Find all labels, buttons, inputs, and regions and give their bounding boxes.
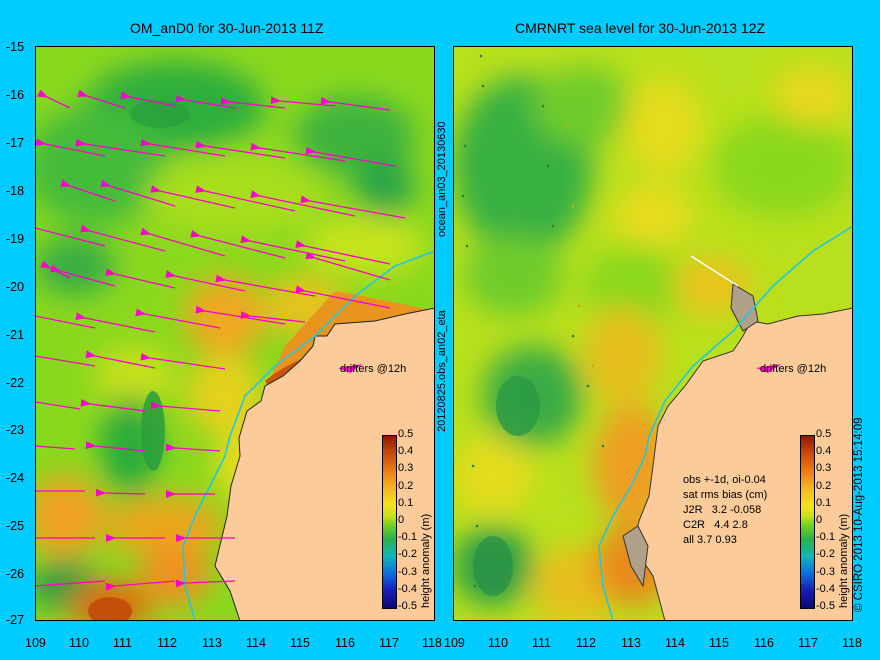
colorbar-tick: -0.4 <box>816 583 835 595</box>
colorbar-tick: 0.2 <box>816 480 832 492</box>
y-tick: -26 <box>6 567 25 581</box>
colorbar-tick: -0.1 <box>816 531 835 543</box>
y-tick: -18 <box>6 184 25 198</box>
colorbar-tick: -0.3 <box>398 566 417 578</box>
left-map-panel <box>35 46 435 621</box>
y-tick: -27 <box>6 613 25 627</box>
x-tick: 112 <box>157 636 177 650</box>
right-drifter-marker <box>756 364 781 373</box>
colorbar-tick: 0.3 <box>398 462 414 474</box>
left-drift-arrows <box>35 89 406 621</box>
y-tick: -19 <box>6 232 25 246</box>
colorbar-tick: 0 <box>816 514 823 526</box>
colorbar-tick: 0.2 <box>398 480 414 492</box>
colorbar-tick: -0.1 <box>398 531 417 543</box>
left-map-border <box>35 46 435 621</box>
y-tick: -24 <box>6 471 25 485</box>
x-tick: 118 <box>842 636 862 650</box>
x-tick: 115 <box>709 636 729 650</box>
right-map-title: CMRNRT sea level for 30-Jun-2013 12Z <box>515 20 766 36</box>
x-tick: 116 <box>754 636 774 650</box>
colorbar-tick: 0.1 <box>816 497 832 509</box>
colorbar-tick: 0.5 <box>816 428 832 440</box>
colorbar-tick: 0.1 <box>398 497 414 509</box>
y-tick: -15 <box>6 40 25 54</box>
x-tick: 112 <box>576 636 596 650</box>
x-tick: 117 <box>798 636 818 650</box>
x-tick: 117 <box>379 636 399 650</box>
right-colorbar-label: height anomaly (m) <box>838 513 850 608</box>
x-tick: 113 <box>621 636 641 650</box>
x-tick: 111 <box>113 636 133 650</box>
x-tick: 109 <box>25 636 46 650</box>
stats-line: obs +-1d, oi-0.04 <box>683 474 766 486</box>
right-map-border <box>453 46 853 621</box>
right-colorbar <box>800 435 815 609</box>
y-tick: -25 <box>6 519 25 533</box>
x-tick: 111 <box>532 636 552 650</box>
colorbar-tick: -0.5 <box>398 600 417 612</box>
colorbar-tick: 0.5 <box>398 428 414 440</box>
right-land-mass <box>632 307 853 621</box>
x-tick: 115 <box>290 636 310 650</box>
x-tick: 114 <box>246 636 266 650</box>
colorbar-tick: -0.2 <box>816 548 835 560</box>
colorbar-tick: 0.4 <box>816 445 832 457</box>
center-run-label-top: ocean_an03_20130630 <box>436 121 448 237</box>
y-tick: -16 <box>6 88 25 102</box>
left-drifter-marker <box>338 364 363 373</box>
stats-line: J2R 3.2 -0.058 <box>683 504 762 516</box>
copyright-label: © CSIRO 2013 10-Aug-2013 15:14:09 <box>853 417 865 612</box>
stats-line: C2R 4.4 2.8 <box>683 519 748 531</box>
left-map-title: OM_anD0 for 30-Jun-2013 11Z <box>130 20 324 36</box>
x-tick: 110 <box>488 636 508 650</box>
colorbar-tick: -0.4 <box>398 583 417 595</box>
colorbar-tick: 0.4 <box>398 445 414 457</box>
right-map-panel <box>453 46 853 621</box>
x-tick: 109 <box>444 636 465 650</box>
y-tick: -23 <box>6 423 25 437</box>
y-tick: -20 <box>6 280 25 294</box>
stats-line: all 3.7 0.93 <box>683 534 737 546</box>
colorbar-tick: 0.3 <box>816 462 832 474</box>
colorbar-tick: -0.2 <box>398 548 417 560</box>
y-tick: -21 <box>6 328 25 342</box>
satellite-stats: obs +-1d, oi-0.04 sat rms bias (cm) J2R … <box>683 473 767 548</box>
colorbar-tick: -0.3 <box>816 566 835 578</box>
left-colorbar <box>382 435 397 609</box>
x-tick: 113 <box>202 636 222 650</box>
stats-line: sat rms bias (cm) <box>683 489 768 501</box>
center-run-label-bottom: 20120825.obs_an02_eta <box>436 310 448 432</box>
x-tick: 110 <box>69 636 89 650</box>
y-tick: -17 <box>6 136 25 150</box>
left-colorbar-label: height anomaly (m) <box>420 513 432 608</box>
right-sea-level-field <box>453 66 853 621</box>
left-land-mass <box>214 307 435 621</box>
y-tick: -22 <box>6 376 25 390</box>
x-tick: 114 <box>665 636 685 650</box>
x-tick: 116 <box>335 636 355 650</box>
left-drifters-label: drifters @12h <box>340 363 407 375</box>
colorbar-tick: 0 <box>398 514 405 526</box>
observation-tracks <box>461 54 605 588</box>
x-tick: 118 <box>422 636 442 650</box>
right-drifters-label: drifters @12h <box>760 363 827 375</box>
colorbar-tick: -0.5 <box>816 600 835 612</box>
